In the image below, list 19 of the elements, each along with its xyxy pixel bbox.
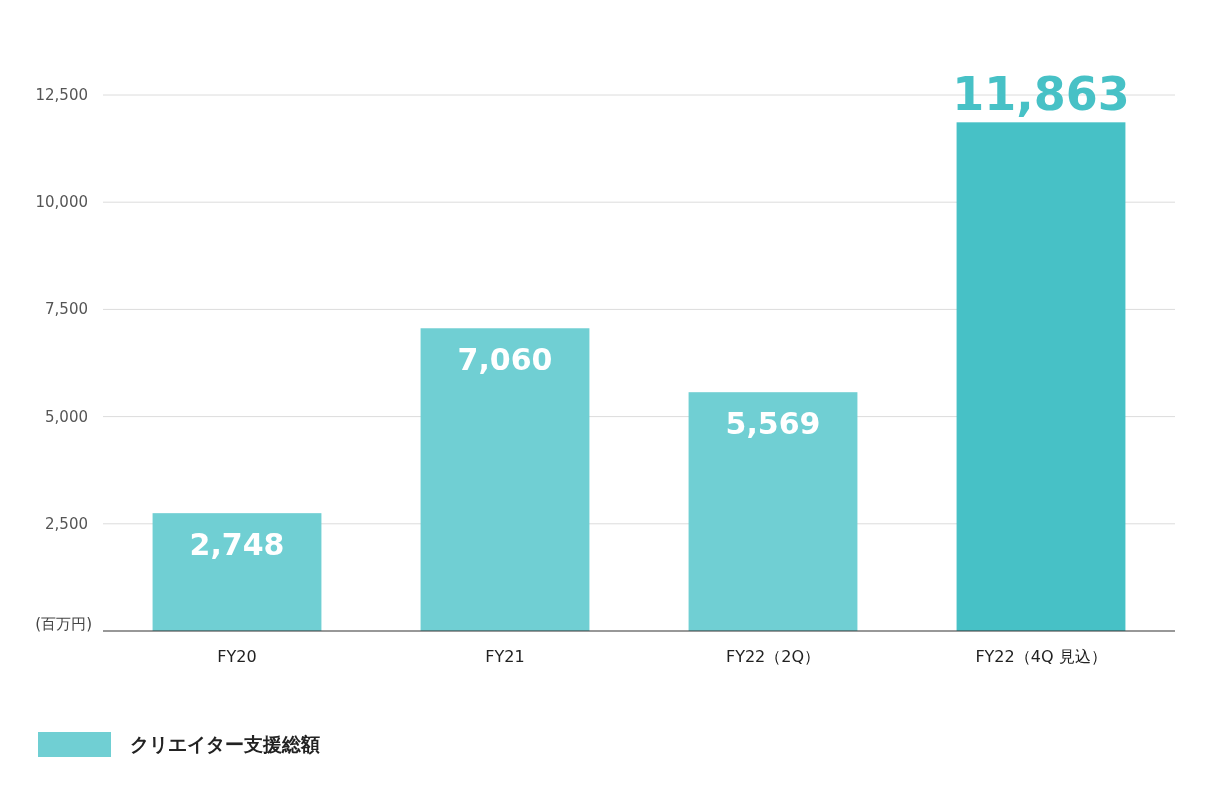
legend-label: クリエイター支援総額 — [130, 733, 320, 755]
y-tick-label: 5,000 — [45, 407, 88, 426]
bar — [956, 122, 1126, 631]
x-tick-label: FY20 — [217, 647, 257, 666]
x-tick-label: FY22（4Q 見込） — [975, 647, 1107, 666]
y-tick-label: 10,000 — [35, 193, 88, 212]
bar — [152, 513, 322, 631]
y-tick-label: 7,500 — [45, 300, 88, 319]
y-axis-title: (百万円) — [35, 615, 92, 633]
y-tick-label: 2,500 — [45, 514, 88, 533]
y-tick-label: 12,500 — [35, 86, 88, 104]
bar — [420, 328, 590, 631]
x-tick-label: FY22（2Q） — [725, 647, 821, 666]
bar — [688, 392, 858, 631]
data-label: 5,569 — [725, 406, 821, 442]
x-tick-label: FY21 — [485, 647, 525, 666]
data-label: 7,060 — [457, 342, 553, 378]
data-label: 11,863 — [952, 67, 1130, 122]
data-label: 2,748 — [189, 527, 285, 563]
